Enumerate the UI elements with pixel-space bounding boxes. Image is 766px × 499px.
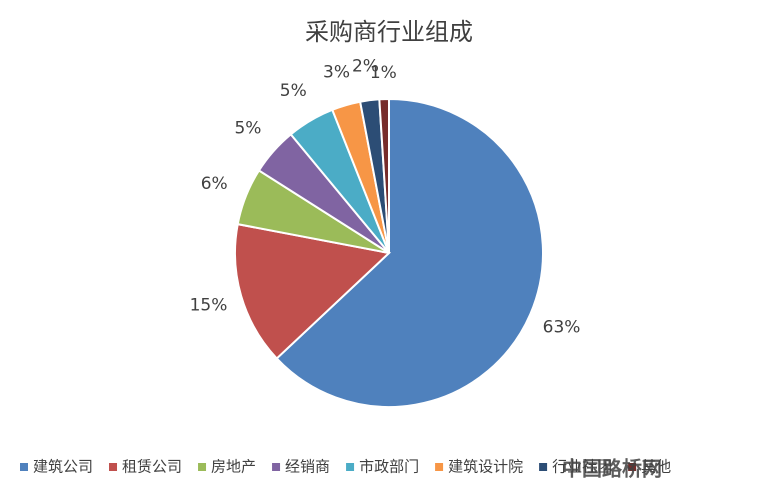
legend-swatch [346, 463, 355, 471]
legend-label: 其他 [641, 458, 671, 476]
legend-swatch [628, 463, 637, 471]
legend-swatch [272, 463, 281, 471]
data-label: 2% [352, 56, 379, 76]
data-label: 6% [201, 174, 228, 194]
legend-swatch [435, 463, 444, 471]
legend-label: 建筑公司 [33, 458, 93, 476]
legend-label: 市政部门 [359, 458, 419, 476]
legend-swatch [109, 463, 118, 471]
legend-swatch [20, 463, 28, 471]
legend-swatch [539, 463, 548, 471]
legend-label: 建筑设计院 [448, 458, 523, 476]
pie-slice [378, 97, 390, 254]
legend-label: 房地产 [211, 458, 256, 476]
legend-label: 行业社团 [552, 458, 612, 476]
data-label: 5% [234, 119, 261, 139]
data-label: 15% [190, 295, 228, 315]
pie-slice [234, 222, 392, 360]
legend-label: 经销商 [285, 458, 330, 476]
data-label: 63% [543, 318, 581, 338]
legend-swatch [198, 463, 207, 471]
watermark: 中国路桥网 [562, 457, 662, 481]
chart-title: 采购商行业组成 [305, 18, 473, 46]
legend-label: 租赁公司 [122, 458, 182, 476]
data-label: 1% [370, 63, 397, 83]
data-label: 3% [323, 62, 350, 82]
pie-slice [275, 97, 544, 408]
data-label: 5% [280, 81, 307, 101]
